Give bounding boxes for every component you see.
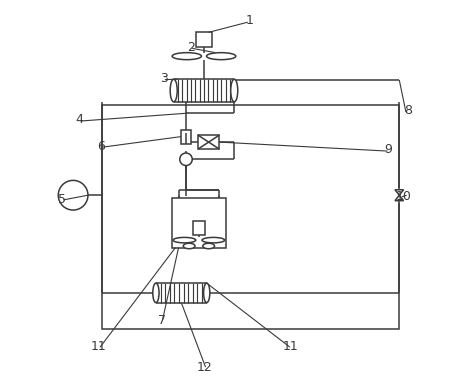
Text: 3: 3 bbox=[160, 72, 168, 85]
Ellipse shape bbox=[173, 238, 196, 243]
Ellipse shape bbox=[207, 53, 236, 60]
Text: 2: 2 bbox=[187, 41, 195, 54]
Bar bbox=[171, 198, 226, 248]
Ellipse shape bbox=[203, 283, 210, 303]
Text: 10: 10 bbox=[396, 190, 412, 203]
Text: 9: 9 bbox=[384, 143, 392, 156]
Bar bbox=[102, 105, 399, 329]
Text: 12: 12 bbox=[197, 361, 212, 374]
Circle shape bbox=[180, 153, 192, 165]
Ellipse shape bbox=[202, 238, 225, 243]
Text: 6: 6 bbox=[97, 140, 105, 152]
Text: 1: 1 bbox=[246, 14, 253, 27]
Bar bbox=[181, 130, 191, 143]
Polygon shape bbox=[395, 195, 404, 201]
Polygon shape bbox=[395, 190, 404, 195]
Bar bbox=[196, 32, 212, 47]
Ellipse shape bbox=[183, 243, 195, 249]
Text: 7: 7 bbox=[158, 314, 166, 327]
Ellipse shape bbox=[203, 243, 214, 249]
Text: 11: 11 bbox=[283, 340, 299, 353]
Text: 8: 8 bbox=[404, 104, 412, 117]
Circle shape bbox=[58, 180, 88, 210]
Text: 4: 4 bbox=[76, 113, 84, 126]
Ellipse shape bbox=[170, 79, 177, 102]
Ellipse shape bbox=[172, 53, 202, 60]
Text: 5: 5 bbox=[58, 193, 66, 207]
Ellipse shape bbox=[153, 283, 159, 303]
Ellipse shape bbox=[231, 79, 238, 102]
Bar bbox=[193, 221, 205, 235]
Text: 11: 11 bbox=[91, 340, 106, 353]
Bar bbox=[198, 135, 219, 149]
